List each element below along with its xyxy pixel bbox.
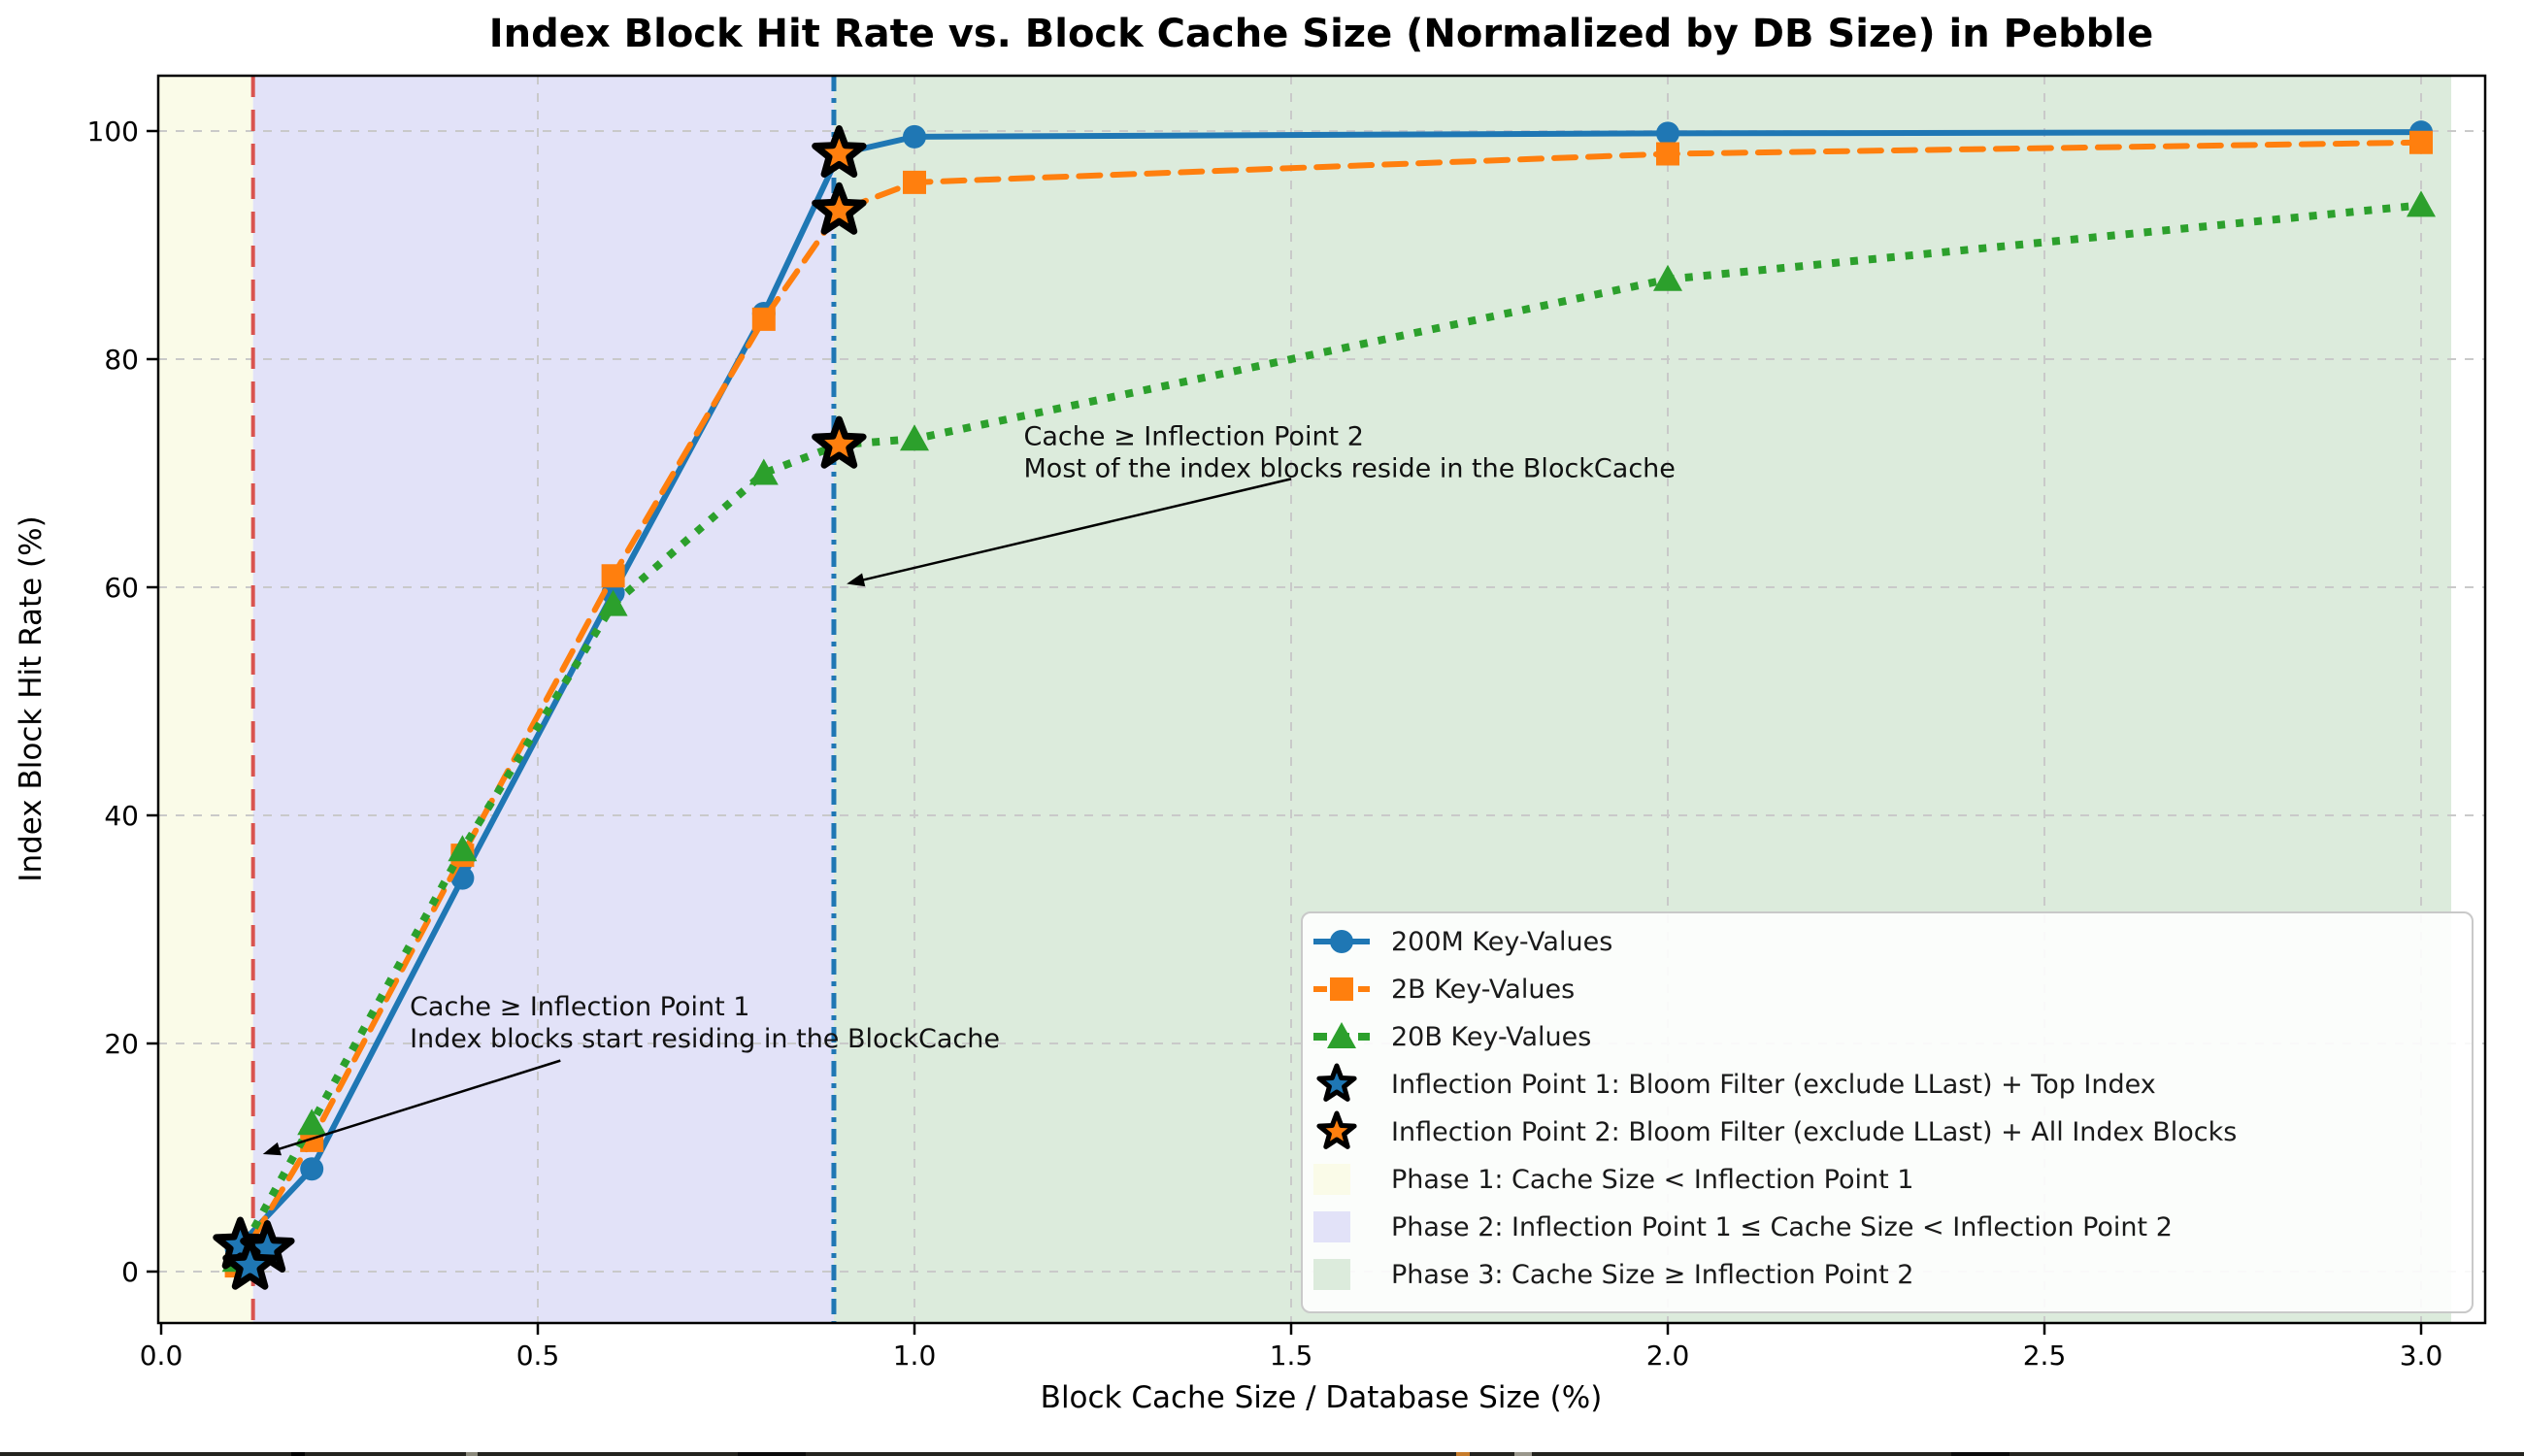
axes-frame bbox=[156, 74, 2487, 1325]
x-tick-2.5: 2.5 bbox=[2023, 1340, 2067, 1372]
legend-item-4: Inflection Point 1: Bloom Filter (exclud… bbox=[1316, 1063, 2156, 1102]
legend-item-7: Phase 2: Inflection Point 1 ≤ Cache Size… bbox=[1313, 1211, 2173, 1242]
y-tick-80: 80 bbox=[104, 344, 139, 376]
phase-region-1 bbox=[158, 76, 253, 1323]
chart-title: Index Block Hit Rate vs. Block Cache Siz… bbox=[489, 12, 2153, 56]
x-tick-0.0: 0.0 bbox=[140, 1340, 183, 1372]
legend-item-5: Inflection Point 2: Bloom Filter (exclud… bbox=[1316, 1110, 2237, 1149]
y-tick-20: 20 bbox=[104, 1028, 139, 1060]
annotation-1-line-1: Cache ≥ Inflection Point 1 bbox=[410, 992, 749, 1022]
legend-item-3: 20B Key-Values bbox=[1313, 1022, 1591, 1052]
artifact-speck bbox=[1951, 1452, 2009, 1456]
y-tick-60: 60 bbox=[104, 572, 139, 604]
artifact-speck bbox=[291, 1452, 305, 1456]
x-tick-2.0: 2.0 bbox=[1646, 1340, 1690, 1372]
legend: 200M Key-Values 2B Key-Values 20B Key-Valu… bbox=[1301, 911, 2474, 1313]
artifact-speck bbox=[1456, 1452, 1470, 1456]
y-tick-40: 40 bbox=[104, 800, 139, 832]
legend-label-5: Inflection Point 2: Bloom Filter (exclud… bbox=[1391, 1117, 2237, 1147]
x-tick-1.5: 1.5 bbox=[1270, 1340, 1313, 1372]
tick-marks bbox=[147, 129, 2423, 1335]
legend-item-2: 2B Key-Values bbox=[1313, 975, 1575, 1005]
x-tick-1.0: 1.0 bbox=[893, 1340, 937, 1372]
y-axis-label: Index Block Hit Rate (%) bbox=[14, 515, 49, 881]
legend-label-7: Phase 2: Inflection Point 1 ≤ Cache Size… bbox=[1391, 1212, 2173, 1242]
legend-label-6: Phase 1: Cache Size < Inflection Point 1 bbox=[1391, 1165, 1913, 1195]
legend-label-4: Inflection Point 1: Bloom Filter (exclud… bbox=[1391, 1070, 2156, 1100]
artifact-speck bbox=[466, 1452, 478, 1456]
annotation-1-line-2: Index blocks start residing in the Block… bbox=[410, 1024, 1000, 1054]
legend-item-8: Phase 3: Cache Size ≥ Inflection Point 2 bbox=[1313, 1259, 1913, 1290]
annotation-2-line-1: Cache ≥ Inflection Point 2 bbox=[1024, 422, 1364, 452]
x-tick-0.5: 0.5 bbox=[516, 1340, 560, 1372]
inflection-point-2-stars bbox=[812, 125, 867, 469]
y-tick-100: 100 bbox=[87, 116, 139, 148]
y-tick-0: 0 bbox=[121, 1256, 139, 1288]
annotation-2-line-2: Most of the index blocks reside in the B… bbox=[1024, 454, 1676, 484]
legend-label-2: 2B Key-Values bbox=[1391, 975, 1575, 1005]
legend-item-1: 200M Key-Values bbox=[1313, 927, 1612, 957]
tick-labels: 0.0 0.5 1.0 1.5 2.0 2.5 3.0 0 20 40 60 80 100 bbox=[87, 116, 2443, 1372]
legend-label-8: Phase 3: Cache Size ≥ Inflection Point 2 bbox=[1391, 1260, 1913, 1290]
legend-label-3: 20B Key-Values bbox=[1391, 1022, 1591, 1052]
artifact-speck bbox=[738, 1452, 806, 1456]
legend-item-6: Phase 1: Cache Size < Inflection Point 1 bbox=[1313, 1164, 1913, 1195]
x-tick-3.0: 3.0 bbox=[2400, 1340, 2443, 1372]
artifact-speck bbox=[1514, 1452, 1532, 1456]
x-axis-label: Block Cache Size / Database Size (%) bbox=[1041, 1380, 1603, 1415]
legend-label-1: 200M Key-Values bbox=[1391, 927, 1612, 957]
inflection-point-1-stars bbox=[213, 1216, 295, 1290]
bottom-artifact-strip bbox=[0, 1452, 2524, 1456]
